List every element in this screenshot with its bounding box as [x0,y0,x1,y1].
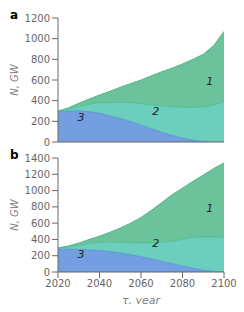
svg-text:1200: 1200 [25,13,50,24]
svg-text:200: 200 [31,250,50,261]
svg-text:3: 3 [78,248,85,261]
svg-text:N, GW: N, GW [9,198,20,231]
html-text:a: a [10,8,19,22]
svg-text:τ, year: τ, year [122,294,162,304]
svg-text:800: 800 [31,54,50,65]
svg-text:2060: 2060 [128,278,153,289]
svg-text:1: 1 [206,202,213,215]
svg-text:N, GW: N, GW [9,63,20,96]
svg-text:3: 3 [78,111,85,124]
svg-text:800: 800 [31,201,50,212]
svg-text:2100: 2100 [211,278,236,289]
svg-text:2080: 2080 [170,278,195,289]
svg-text:0: 0 [44,137,50,148]
svg-text:1200: 1200 [25,169,50,180]
html-text:b: b [10,148,19,162]
svg-text:1400: 1400 [25,153,50,164]
svg-text:1000: 1000 [25,33,50,44]
svg-text:400: 400 [31,234,50,245]
svg-text:600: 600 [31,218,50,229]
svg-text:2: 2 [152,237,159,250]
svg-text:600: 600 [31,75,50,86]
svg-text:2040: 2040 [87,278,112,289]
svg-text:0: 0 [44,267,50,278]
svg-text:2020: 2020 [45,278,70,289]
svg-text:1: 1 [206,75,213,88]
svg-text:200: 200 [31,116,50,127]
svg-text:2: 2 [152,105,159,118]
svg-text:400: 400 [31,95,50,106]
svg-text:1000: 1000 [25,185,50,196]
